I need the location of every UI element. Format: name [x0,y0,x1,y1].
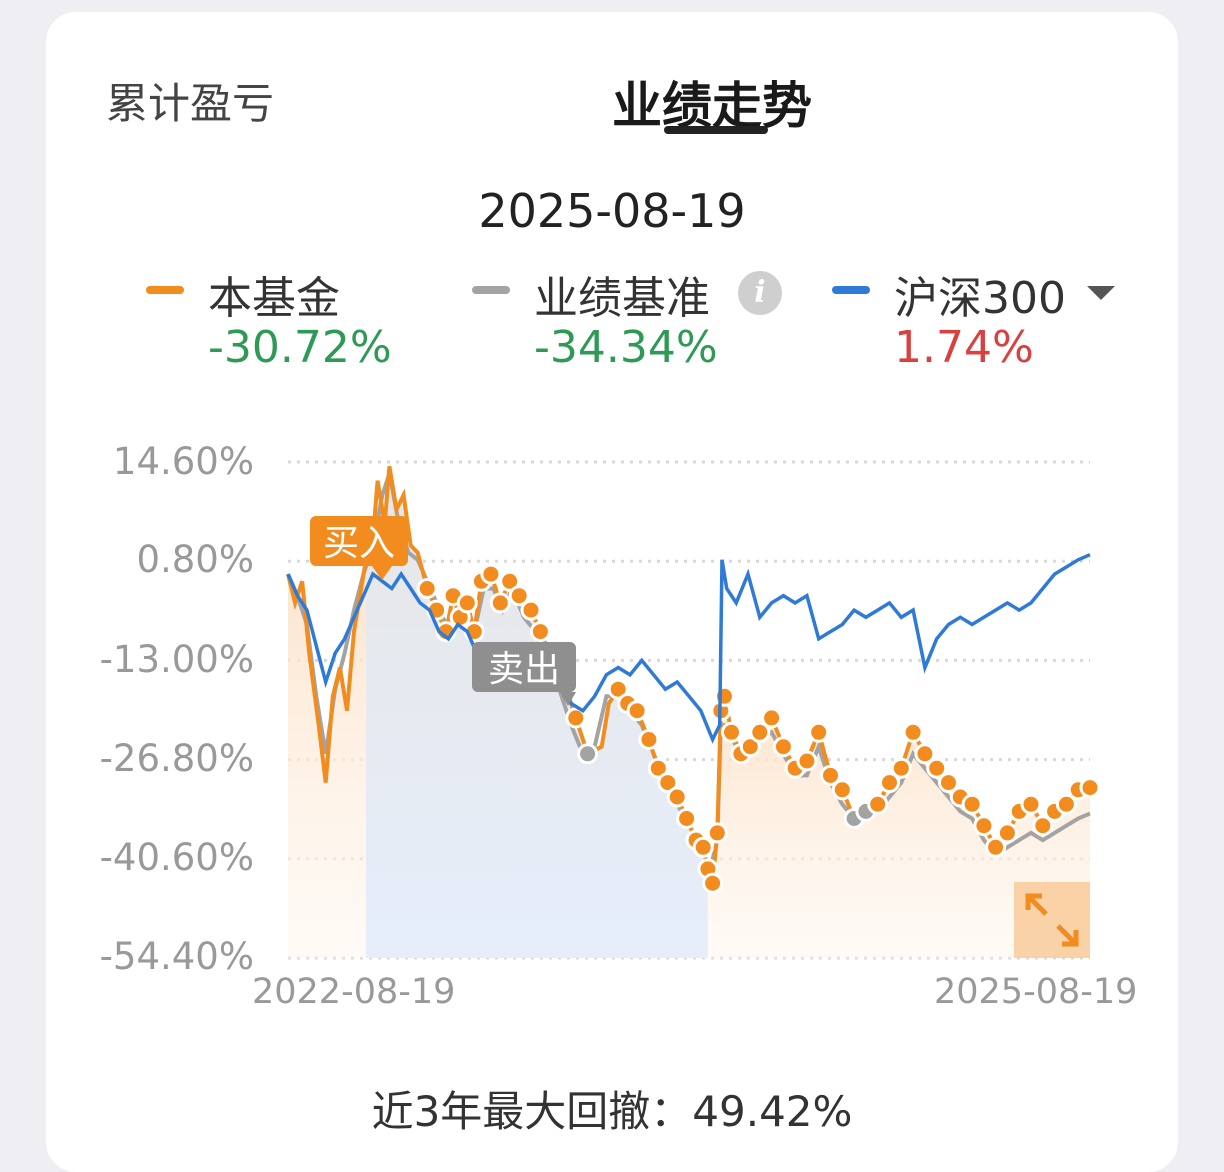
fund-trade-dot [996,822,1018,844]
fund-trade-dot [808,721,830,743]
fund-trade-dot [647,757,669,779]
fund-area-after-sell [707,696,1090,958]
fund-trade-dot [702,872,724,894]
legend-value-fund: -30.72% [208,322,392,373]
legend-swatch-fund [146,286,184,294]
fund-trade-dot [520,599,542,621]
fund-trade-dot [706,822,728,844]
fund-trade-dot [529,621,551,643]
legend-value-csi300: 1.74% [894,322,1034,373]
sell-marker[interactable]: 卖出 [472,642,576,706]
buy-marker-pointer [372,566,392,580]
x-tick-label-start: 2022-08-19 [252,972,456,1012]
sell-marker-pointer [560,692,576,706]
info-icon[interactable]: i [738,271,782,315]
fund-trade-dot [626,700,648,722]
fund-trade-dot [867,793,889,815]
sell-marker-box [472,642,576,692]
expand-button[interactable] [1014,882,1090,958]
fund-trade-dot [879,772,900,794]
x-tick-label-end: 2025-08-19 [934,972,1138,1012]
fund-trade-dot [692,836,714,858]
tab-cumulative-pnl[interactable]: 累计盈亏 [106,79,275,128]
fund-trade-dot [657,772,679,794]
fund-trade-dot [890,757,912,779]
fund-trade-dot [480,563,502,585]
fund-trade-dot [499,570,521,592]
fund-trade-dot [489,592,511,614]
fund-trade-dot [508,585,530,607]
legend-value-benchmark: -34.34% [534,322,718,373]
performance-card [46,12,1178,1172]
selected-date: 2025-08-19 [478,184,746,238]
y-tick-label: -40.60% [99,836,254,879]
performance-chart[interactable]: 买入 卖出 [0,0,1224,1148]
fund-trade-dot [831,779,853,801]
fund-trade-dot [938,772,959,794]
legend-swatch-csi300 [832,286,870,294]
buy-marker-label: 买入 [323,523,395,564]
fund-trade-dot [926,757,948,779]
fund-trade-dot [739,736,761,758]
active-tab-underline [664,126,768,134]
fund-trade-dot [1055,793,1077,815]
fund-trade-dot [902,721,924,743]
legend-name-fund: 本基金 [208,273,340,324]
tab-performance-trend[interactable]: 业绩走势 [612,77,812,135]
buy-marker-box [310,516,408,566]
fund-trade-dot [1032,815,1054,837]
expand-button-bg [1014,882,1090,958]
dropdown-icon[interactable] [1087,286,1115,300]
fund-trade-dot [820,764,841,786]
fund-trade-dot [961,793,983,815]
fund-area-holding-period [365,466,708,958]
fund-trade-dot [676,808,698,829]
fund-trade-dot [749,721,771,743]
y-tick-label: -13.00% [99,638,254,681]
sell-marker-label: 卖出 [488,649,560,690]
fund-trade-dot [761,707,783,729]
legend-name-csi300: 沪深300 [894,273,1066,324]
legend-name-benchmark: 业绩基准 [534,273,710,324]
y-tick-label: 0.80% [136,538,254,581]
buy-marker[interactable]: 买入 [310,516,408,580]
fund-trade-dot [416,578,438,599]
y-tick-label: 14.60% [112,440,254,483]
fund-area-before-buy [288,561,366,958]
fund-trade-dot [607,678,629,700]
legend-swatch-benchmark [472,286,510,294]
max-drawdown-text: 近3年最大回撤：49.42% [371,1087,853,1136]
fund-trade-dot [914,743,936,765]
fund-trade-dot [456,592,478,614]
fund-trade-dot [1079,777,1101,799]
y-tick-label: -54.40% [99,935,254,978]
fund-trade-dot [985,836,1007,858]
fund-trade-dot [577,743,599,765]
fund-trade-dot [772,736,794,758]
expand-icon [1025,893,1079,947]
fund-trade-dot [1020,793,1042,815]
fund-trade-dots [416,563,1101,894]
fund-trade-dot [713,685,735,707]
fund-trade-dot [666,786,688,808]
fund-trade-dot [565,707,587,729]
fund-trade-dot [796,750,818,772]
fund-trade-dot [973,815,995,837]
fund-trade-dot [721,721,742,743]
series-line-csi300 [286,553,1091,744]
fund-trade-dot [638,729,660,750]
y-tick-label: -26.80% [99,737,254,780]
